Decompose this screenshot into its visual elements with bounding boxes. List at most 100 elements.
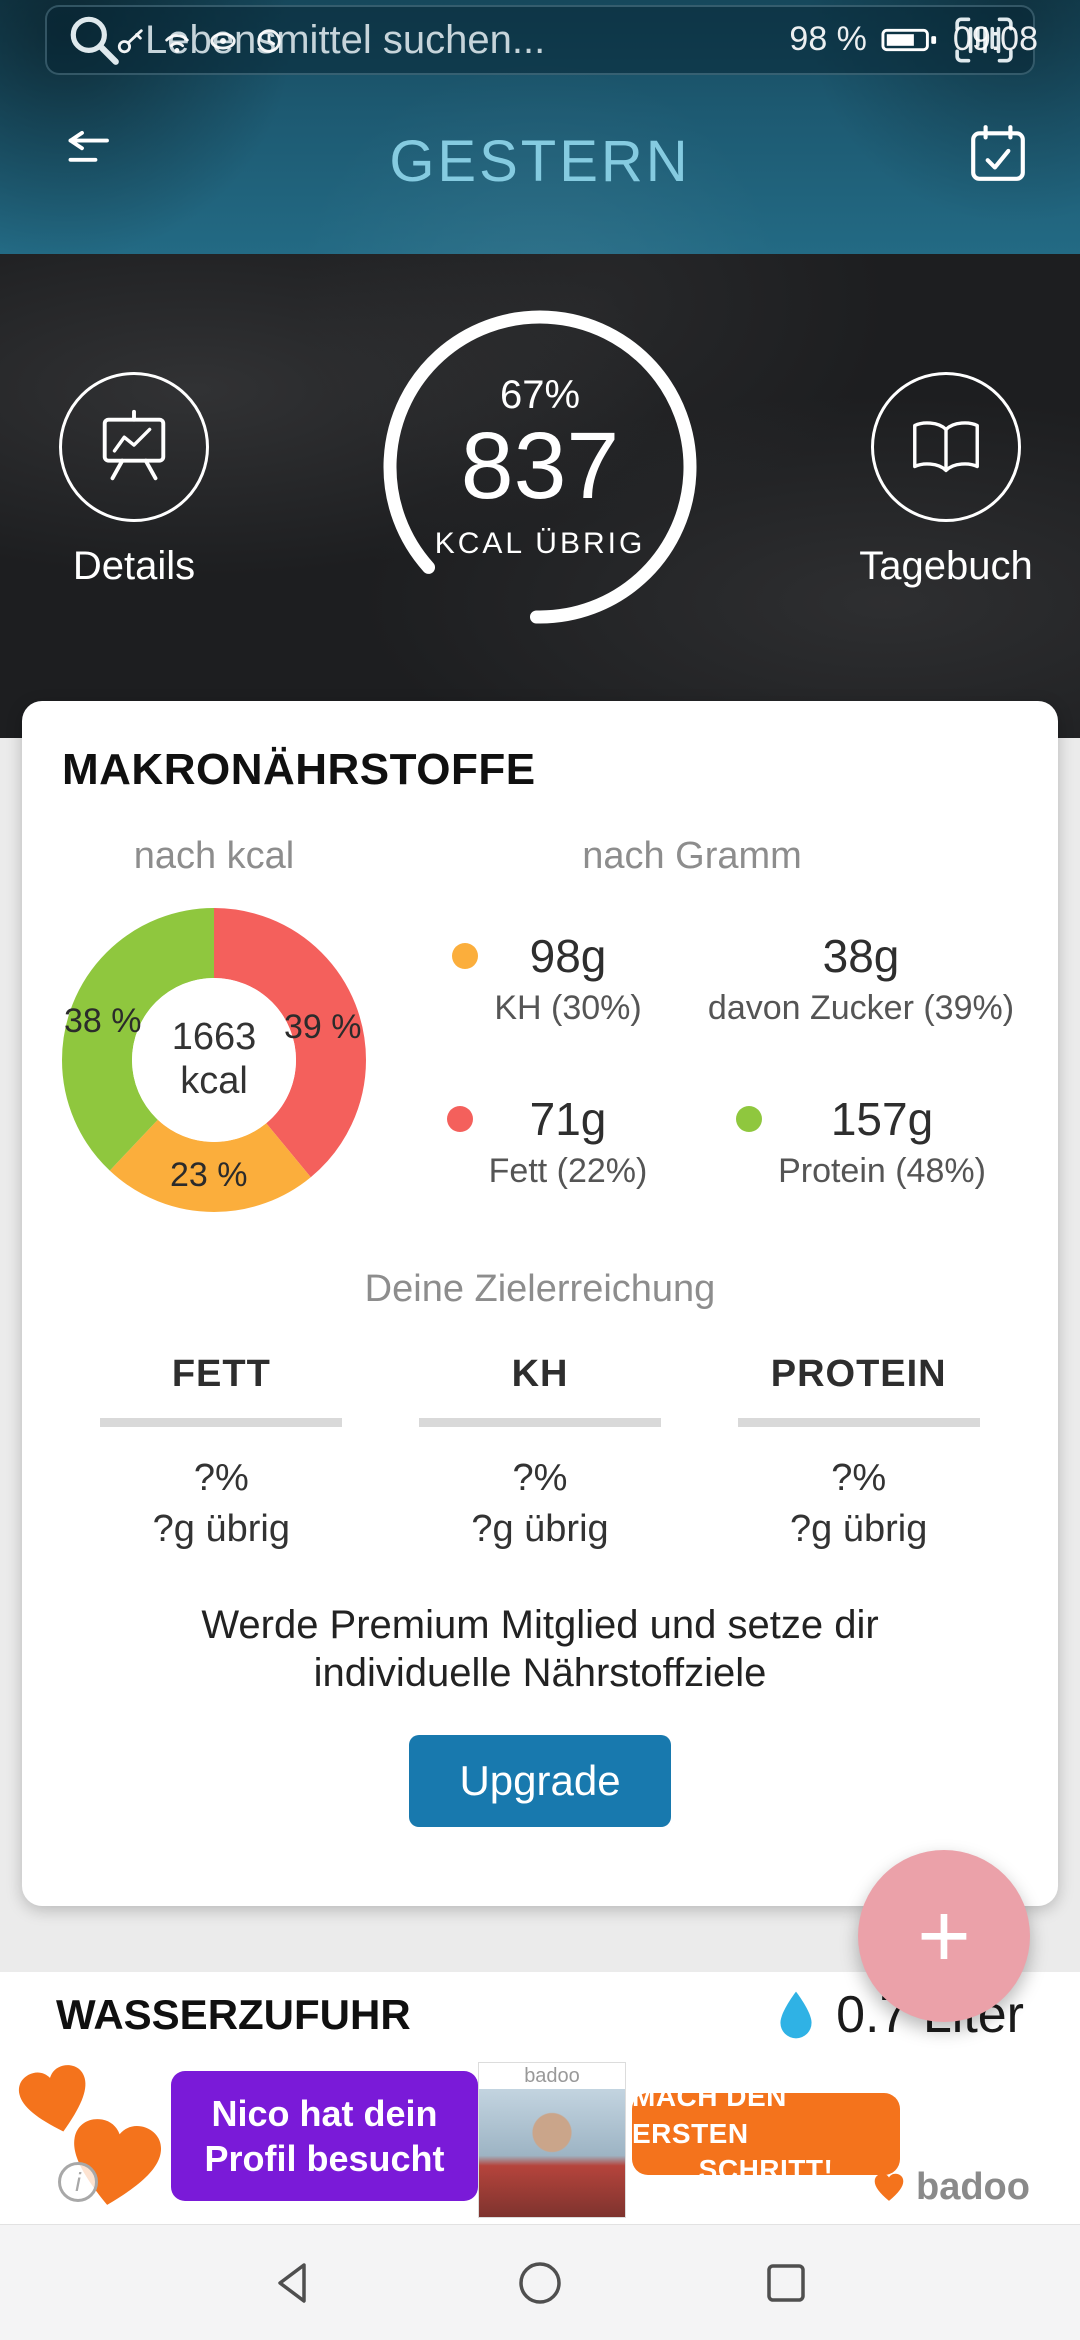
ad-info-icon[interactable]: i bbox=[58, 2162, 98, 2202]
heart-icon bbox=[18, 2065, 86, 2132]
search-icon bbox=[70, 16, 119, 65]
key-icon bbox=[117, 29, 143, 54]
diary-button[interactable]: Tagebuch bbox=[836, 372, 1056, 589]
goal-remaining: ?g übrig bbox=[471, 1508, 609, 1550]
water-drop-icon bbox=[780, 1991, 812, 2039]
nutrient-item-zucker: 38g davon Zucker (39%) bbox=[704, 929, 1018, 1028]
goal-column-kh: KH ?% ?g übrig bbox=[381, 1353, 700, 1551]
nutrient-grid: 98g KH (30%) 38g davon Zucker (39%) 71g … bbox=[390, 929, 1018, 1191]
ad-message-line1: Nico hat dein bbox=[211, 2093, 438, 2134]
kcal-remaining-value: 837 bbox=[460, 413, 620, 520]
nutrient-label: Protein (48%) bbox=[778, 1152, 986, 1190]
ad-brand-logo: badoo bbox=[872, 2166, 1030, 2209]
nutrient-amount: 157g bbox=[830, 1093, 934, 1145]
goal-progress-bar bbox=[737, 1418, 980, 1427]
ring-text: 67% 837 KCAL ÜBRIG bbox=[380, 307, 700, 627]
diary-label: Tagebuch bbox=[859, 544, 1033, 588]
profile-photo-image bbox=[479, 2089, 625, 2217]
goal-column-fett: FETT ?% ?g übrig bbox=[62, 1353, 381, 1551]
macronutrients-card: MAKRONÄHRSTOFFE nach kcal nach Gramm 166… bbox=[22, 701, 1058, 1906]
donut-svg bbox=[62, 908, 366, 1212]
ad-banner[interactable]: i Nico hat dein Profil besucht badoo MAC… bbox=[0, 2058, 1080, 2224]
donut-slice-kh bbox=[62, 908, 366, 1212]
premium-line-2: individuelle Nährstoffziele bbox=[313, 1651, 767, 1695]
progress-ring-svg bbox=[383, 310, 697, 624]
fett-color-dot bbox=[446, 1106, 473, 1132]
water-title: WASSERZUFUHR bbox=[56, 1991, 411, 2038]
eye-icon bbox=[210, 32, 236, 50]
nutrient-item-kh: 98g KH (30%) bbox=[390, 929, 704, 1028]
donut-slice-protein bbox=[62, 908, 366, 1212]
ad-message-line2: Profil besucht bbox=[204, 2138, 445, 2179]
badoo-heart-icon bbox=[874, 2173, 904, 2201]
back-icon bbox=[278, 2262, 306, 2303]
slice-label-kh: 23 % bbox=[170, 1156, 248, 1194]
sort-icon bbox=[68, 130, 109, 162]
nutrient-label: Fett (22%) bbox=[488, 1152, 648, 1190]
calorie-hero-section: Details 67% 837 KCAL ÜBRIG Tagebuch bbox=[0, 254, 1080, 738]
by-kcal-header: nach kcal bbox=[133, 835, 295, 877]
ad-message-box[interactable]: Nico hat dein Profil besucht bbox=[171, 2071, 478, 2201]
add-entry-fab[interactable]: + bbox=[858, 1850, 1030, 2022]
nutrient-label: KH (30%) bbox=[494, 989, 642, 1027]
goal-columns: FETT ?% ?g übrig KH ?% ?g übrig PROTEIN … bbox=[62, 1353, 1018, 1551]
goal-remaining: ?g übrig bbox=[790, 1508, 928, 1550]
ad-cta-line2: SCHRITT! bbox=[698, 2154, 834, 2186]
details-circle bbox=[59, 372, 209, 522]
goal-percent: ?% bbox=[193, 1457, 249, 1499]
page-title: GESTERN bbox=[389, 129, 691, 194]
details-label: Details bbox=[72, 544, 196, 588]
ad-cta-line1: MACH DEN ERSTEN bbox=[632, 2081, 787, 2149]
alarm-clock-icon bbox=[257, 29, 281, 53]
wifi-icon bbox=[165, 34, 189, 53]
barcode-scanner-icon[interactable] bbox=[953, 15, 1015, 65]
battery-percent: 98 % bbox=[789, 20, 867, 58]
macro-column-headers: nach kcal nach Gramm bbox=[62, 835, 1018, 878]
premium-line-1: Werde Premium Mitglied und setze dir bbox=[201, 1603, 879, 1647]
recents-button[interactable] bbox=[758, 2255, 814, 2311]
goal-percent: ?% bbox=[512, 1457, 568, 1499]
nutrient-amount: 71g bbox=[529, 1093, 607, 1145]
macro-donut-chart: 1663 kcal 39 % 23 % 38 % bbox=[62, 908, 366, 1212]
ad-brand-name: badoo bbox=[916, 2166, 1030, 2208]
status-icons-right: 98 % 09:08 bbox=[789, 20, 1038, 59]
clock-time: 09:08 bbox=[952, 20, 1038, 58]
food-search-input[interactable]: Lebensmittel suchen... bbox=[45, 5, 1035, 75]
nutrient-item-fett: 71g Fett (22%) bbox=[390, 1092, 704, 1191]
home-button[interactable] bbox=[512, 2255, 568, 2311]
nutrient-amount: 98g bbox=[529, 930, 607, 982]
donut-row: 1663 kcal 39 % 23 % 38 % 98g KH (30%) bbox=[62, 908, 1018, 1212]
status-icons-left bbox=[116, 26, 284, 56]
goal-column-protein: PROTEIN ?% ?g übrig bbox=[699, 1353, 1018, 1551]
upgrade-button[interactable]: Upgrade bbox=[409, 1735, 671, 1827]
diary-circle bbox=[871, 372, 1021, 522]
details-button[interactable]: Details bbox=[24, 372, 244, 589]
back-button[interactable] bbox=[266, 2255, 322, 2311]
slice-label-protein: 38 % bbox=[64, 1002, 142, 1040]
goal-name: FETT bbox=[171, 1353, 271, 1395]
by-gram-header: nach Gramm bbox=[582, 835, 802, 877]
goal-progress-bar bbox=[100, 1418, 343, 1427]
macros-title: MAKRONÄHRSTOFFE bbox=[62, 745, 536, 794]
android-nav-bar bbox=[0, 2224, 1080, 2340]
ad-cta-button[interactable]: MACH DEN ERSTEN SCHRITT! bbox=[632, 2081, 900, 2185]
goal-progress-bar bbox=[419, 1418, 661, 1427]
goal-remaining: ?g übrig bbox=[152, 1508, 290, 1550]
goal-percent: ?% bbox=[831, 1457, 887, 1499]
top-app-bar: Lebensmittel suchen... bbox=[0, 0, 1080, 254]
open-book-icon bbox=[913, 421, 979, 473]
battery-icon bbox=[881, 28, 937, 51]
sort-menu-button[interactable] bbox=[42, 114, 122, 194]
goal-name: KH bbox=[511, 1353, 569, 1395]
donut-kcal-value: 1663 bbox=[171, 1016, 257, 1059]
chart-board-icon bbox=[102, 409, 166, 481]
ad-profile-photo[interactable]: badoo bbox=[478, 2062, 626, 2218]
progress-percent: 67% bbox=[499, 373, 581, 418]
ad-photo-brand: badoo bbox=[524, 2065, 580, 2087]
recents-icon bbox=[767, 2263, 805, 2302]
home-icon bbox=[519, 2261, 561, 2304]
nutrient-amount: 38g bbox=[822, 930, 900, 982]
slice-label-fett: 39 % bbox=[284, 1008, 362, 1046]
calendar-button[interactable] bbox=[958, 114, 1038, 194]
donut-kcal-unit: kcal bbox=[180, 1060, 248, 1102]
